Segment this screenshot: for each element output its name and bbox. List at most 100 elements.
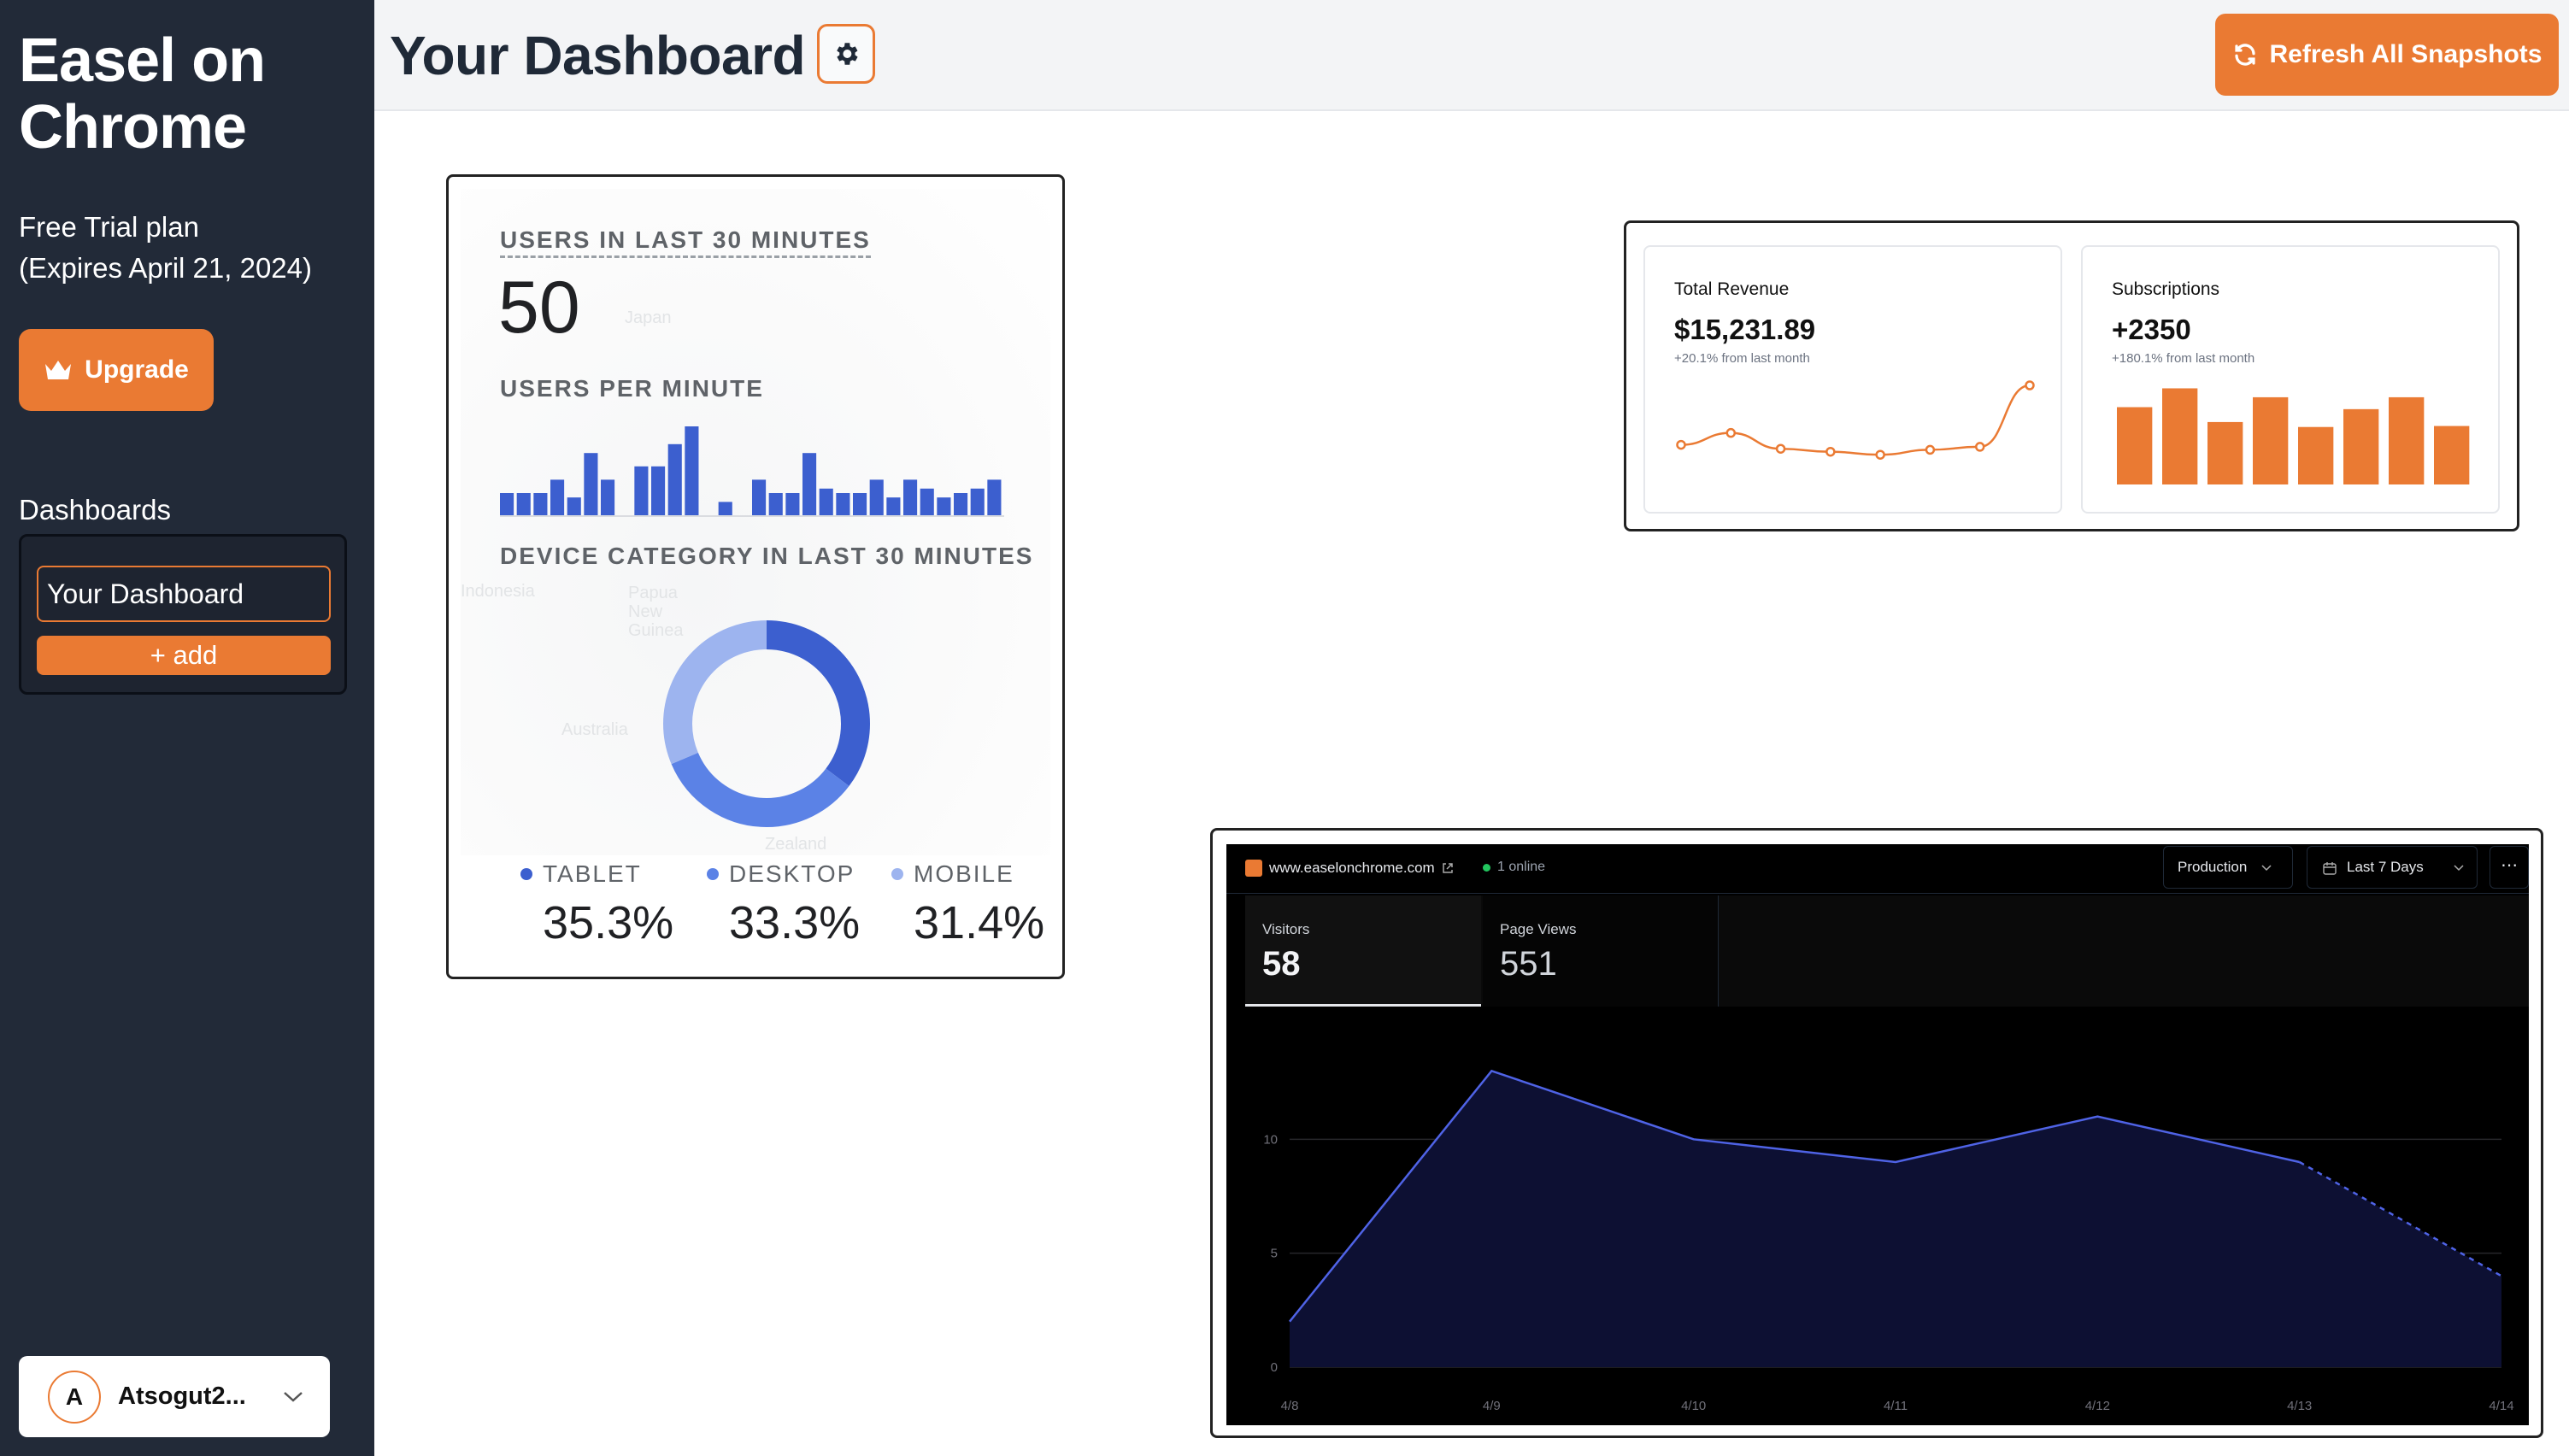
device-legend: TABLET 35.3% DESKTOP 33.3% MOBILE 31.4%	[449, 860, 1062, 963]
site-favicon-icon	[1245, 860, 1262, 877]
users-per-minute-bar	[886, 497, 901, 515]
x-tick-label: 4/12	[2085, 1399, 2110, 1413]
device-slice-desktop	[663, 620, 870, 827]
subscriptions-bar	[2253, 396, 2289, 484]
revenue-point	[2025, 380, 2035, 390]
revenue-title: Total Revenue	[1674, 279, 1790, 299]
dashboards-heading: Dashboards	[19, 494, 171, 525]
avatar: A	[48, 1370, 101, 1424]
x-tick-label: 4/13	[2287, 1399, 2312, 1413]
crown-icon	[45, 361, 72, 379]
subscriptions-bar	[2162, 388, 2198, 484]
users-per-minute-bar	[903, 479, 918, 515]
kpi-widget[interactable]: Total Revenue $15,231.89 +20.1% from las…	[1624, 220, 2519, 531]
users-per-minute-bar	[685, 426, 699, 515]
plan-expiry: (Expires April 21, 2024)	[19, 252, 313, 284]
upgrade-button[interactable]: Upgrade	[19, 329, 214, 411]
chevron-down-icon	[284, 1391, 303, 1402]
revenue-value: $15,231.89	[1674, 314, 1816, 345]
tab-visitors[interactable]: Visitors 58	[1245, 895, 1481, 1007]
users-per-minute-bar	[819, 488, 833, 515]
external-link-icon	[1442, 863, 1453, 873]
plan-info: Free Trial plan (Expires April 21, 2024)	[19, 207, 312, 289]
tab-value: 58	[1262, 945, 1301, 983]
page-title: Your Dashboard	[390, 25, 806, 86]
users-per-minute-bar	[853, 493, 867, 515]
subscriptions-bar	[2117, 407, 2153, 484]
revenue-point	[1725, 427, 1737, 438]
user-name: Atsogut2...	[118, 1383, 246, 1410]
legend-name: MOBILE	[914, 860, 1014, 887]
subscriptions-card: Subscriptions +2350 +180.1% from last mo…	[2081, 245, 2500, 514]
brand-title: Easel on Chrome	[19, 26, 266, 161]
users-per-minute-bar	[869, 479, 884, 515]
device-slice-mobile	[663, 620, 870, 827]
legend-desktop: DESKTOP 33.3%	[707, 860, 860, 949]
subscriptions-bar	[2207, 421, 2243, 484]
users-per-minute-bar	[601, 479, 615, 515]
map-label: Papua New Guinea	[628, 584, 684, 640]
revenue-line-chart	[1676, 380, 2035, 460]
visitors-line-projected	[2299, 1160, 2502, 1277]
user-menu[interactable]: A Atsogut2...	[19, 1356, 330, 1437]
users-per-minute-bar	[500, 493, 514, 515]
y-tick-label: 0	[1271, 1360, 1278, 1375]
more-options-button[interactable]: ⋯	[2490, 846, 2529, 889]
visitors-area-chart: 0 5 10 4/8 4/9 4/10 4/11 4/12 4/13 4/14	[1263, 1069, 2514, 1413]
legend-dot	[891, 868, 903, 880]
realtime-widget[interactable]: Japan Indonesia Papua New Guinea Austral…	[446, 174, 1065, 979]
sidebar: Easel on Chrome Free Trial plan (Expires…	[0, 0, 374, 1456]
users-per-minute-bar	[954, 493, 968, 515]
online-status: 1 online	[1483, 860, 1545, 875]
subscriptions-bar-chart	[2117, 388, 2470, 484]
users-per-minute-bar	[584, 453, 598, 515]
users-per-minute-bar	[667, 443, 682, 515]
users-per-minute-bar	[718, 502, 732, 515]
calendar-icon	[2323, 862, 2337, 875]
chevron-down-icon	[2261, 865, 2272, 872]
users-per-minute-bar	[550, 479, 565, 515]
tab-page-views[interactable]: Page Views 551	[1483, 895, 1719, 1007]
legend-mobile: MOBILE 31.4%	[891, 860, 1044, 949]
online-count: 1 online	[1497, 860, 1546, 874]
x-tick-label: 4/8	[1281, 1399, 1299, 1413]
revenue-card: Total Revenue $15,231.89 +20.1% from las…	[1643, 245, 2062, 514]
date-range-value: Last 7 Days	[2347, 859, 2424, 875]
legend-name: TABLET	[543, 860, 642, 887]
x-tick-label: 4/10	[1681, 1399, 1706, 1413]
chevron-down-icon	[2453, 865, 2464, 872]
analytics-panel: www.easelonchrome.com 1 online Productio…	[1226, 844, 2529, 1425]
legend-value: 35.3%	[543, 897, 674, 948]
users-per-minute-bar	[752, 479, 767, 515]
analytics-toolbar: www.easelonchrome.com 1 online Productio…	[1226, 844, 2529, 894]
metric-tabs: Visitors 58 Page Views 551	[1245, 895, 2529, 1007]
users-per-minute-bar	[836, 493, 850, 515]
date-range-select[interactable]: Last 7 Days	[2307, 846, 2478, 889]
site-link[interactable]: www.easelonchrome.com	[1245, 860, 1454, 877]
users-per-minute-bar	[920, 488, 934, 515]
analytics-widget[interactable]: www.easelonchrome.com 1 online Productio…	[1210, 828, 2543, 1438]
legend-dot	[707, 868, 719, 880]
users-per-minute-bar	[768, 493, 783, 515]
x-tick-label: 4/11	[1884, 1399, 1908, 1413]
x-tick-label: 4/9	[1483, 1399, 1501, 1413]
map-label: Zealand	[765, 835, 827, 854]
refresh-all-button[interactable]: Refresh All Snapshots	[2215, 14, 2559, 96]
y-tick-label: 10	[1263, 1132, 1278, 1147]
users-per-minute-bar	[651, 466, 666, 515]
users-per-minute-bar	[785, 493, 800, 515]
settings-button[interactable]	[817, 24, 875, 84]
environment-select[interactable]: Production	[2163, 846, 2293, 889]
device-category-label: DEVICE CATEGORY IN LAST 30 MINUTES	[500, 543, 1034, 569]
device-donut-chart	[663, 620, 870, 827]
revenue-point	[1676, 439, 1686, 450]
revenue-point	[1974, 442, 1985, 452]
users-30min-value: 50	[498, 267, 580, 349]
add-dashboard-button[interactable]: + add	[37, 636, 331, 675]
users-per-minute-bar	[516, 493, 531, 515]
brand-line-1: Easel on	[19, 26, 266, 95]
legend-value: 33.3%	[729, 897, 861, 948]
dashboard-item-your-dashboard[interactable]: Your Dashboard	[37, 566, 331, 622]
users-per-minute-bar	[802, 453, 817, 515]
subscriptions-value: +2350	[2112, 314, 2191, 345]
